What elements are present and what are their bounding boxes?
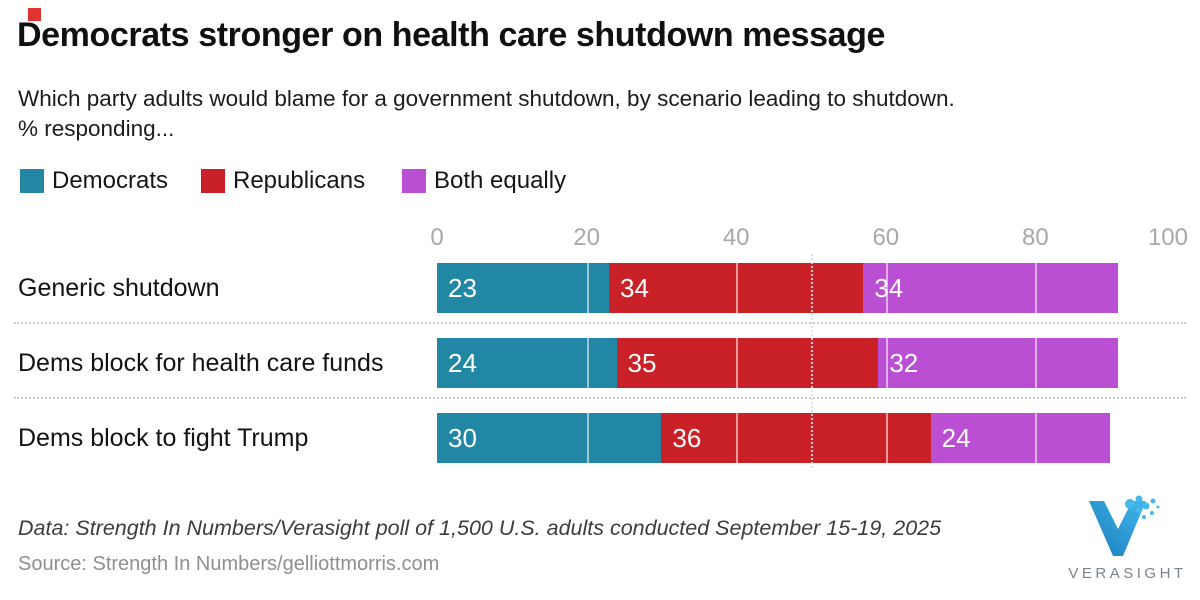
legend-label: Democrats [52, 167, 169, 194]
row-separator [14, 322, 1186, 324]
bar-row: 30 36 24 [437, 413, 1111, 463]
gridline-over-bar [886, 263, 888, 313]
legend-item-democrats: Democrats [20, 167, 169, 194]
subtitle-line-2: % responding... [18, 116, 175, 141]
bar-segment-democrats: 30 [437, 413, 662, 463]
category-label: Generic shutdown [18, 274, 220, 302]
x-axis-tick-40: 40 [722, 224, 750, 251]
bar-row: 23 34 34 [437, 263, 1118, 313]
bar-value-label: 30 [448, 423, 477, 453]
footer-source-note: Source: Strength In Numbers/gelliottmorr… [18, 553, 440, 575]
gridline-over-bar [886, 338, 888, 388]
bar-value-label: 34 [620, 273, 649, 303]
gridline-over-bar [587, 413, 589, 463]
category-label: Dems block to fight Trump [18, 424, 309, 452]
strength-in-numbers-brand-square [28, 8, 41, 21]
chart-subtitle: Which party adults would blame for a gov… [18, 84, 1188, 144]
bar-segment-both-equally: 24 [930, 413, 1111, 463]
bar-row: 24 35 32 [437, 338, 1118, 388]
bar-value-label: 23 [448, 273, 477, 303]
x-axis-tick-80: 80 [1022, 224, 1049, 251]
x-axis-tick-20: 20 [573, 224, 600, 251]
verasight-logo-icon [1089, 495, 1160, 556]
gridline-over-bar [736, 413, 738, 463]
bar-value-label: 34 [874, 273, 904, 303]
bar-value-label: 32 [889, 348, 919, 378]
legend-swatch [201, 169, 225, 193]
legend-label: Both equally [434, 167, 567, 194]
legend-swatch [402, 169, 426, 193]
fifty-percent-reference-line [811, 254, 813, 468]
bar-value-label: 24 [941, 423, 971, 453]
bar-segment-both-equally: 32 [878, 338, 1118, 388]
gridline-over-bar [736, 263, 738, 313]
gridline-over-bar [1035, 338, 1037, 388]
bar-value-label: 24 [448, 348, 477, 378]
bar-value-label: 35 [627, 348, 657, 378]
legend-item-both-equally: Both equally [402, 167, 567, 194]
verasight-logo-text: VERASIGHT [1068, 565, 1187, 582]
x-axis-tick-60: 60 [872, 224, 900, 251]
verasight-logo: VERASIGHT [1065, 494, 1187, 582]
bar-segment-republicans: 35 [616, 338, 879, 388]
legend-item-republicans: Republicans [201, 167, 366, 194]
legend-label: Republicans [233, 167, 366, 194]
gridline-over-bar [886, 413, 888, 463]
gridline-over-bar [587, 263, 589, 313]
x-axis-tick-0: 0 [430, 224, 444, 251]
legend-swatch [20, 169, 44, 193]
subtitle-line-1: Which party adults would blame for a gov… [18, 86, 955, 111]
legend: Democrats Republicans Both equally [0, 167, 1200, 194]
bar-segment-both-equally: 34 [863, 263, 1118, 313]
gridline-over-bar [587, 338, 589, 388]
gridline-over-bar [1035, 263, 1037, 313]
row-separator [14, 397, 1186, 399]
gridline-over-bar [736, 338, 738, 388]
category-label: Dems block for health care funds [18, 349, 384, 377]
bar-value-label: 36 [672, 423, 702, 453]
gridline-over-bar [1035, 413, 1037, 463]
x-axis-tick-100: 100 [1147, 224, 1188, 251]
footer-data-note: Data: Strength In Numbers/Verasight poll… [18, 516, 942, 540]
bar-segment-democrats: 23 [437, 263, 610, 313]
bar-segment-republicans: 36 [661, 413, 931, 463]
chart-title: Democrats stronger on health care shutdo… [17, 16, 886, 54]
bar-segment-democrats: 24 [437, 338, 617, 388]
